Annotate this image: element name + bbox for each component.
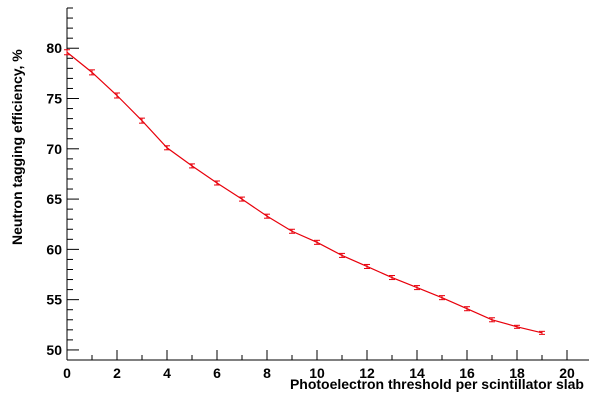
- x-axis-label: Photoelectron threshold per scintillator…: [290, 376, 584, 392]
- data-point: [164, 145, 170, 151]
- x-tick-label: 10: [309, 365, 325, 381]
- data-point: [339, 252, 345, 258]
- y-tick-label: 50: [46, 342, 62, 358]
- data-point: [214, 180, 220, 186]
- y-tick-label: 80: [46, 40, 62, 56]
- series-line: [66, 51, 543, 334]
- axes: 0 2 4 6 8 10 12 14 16 18 20 50 55 60 65 70 75 80: [46, 7, 589, 381]
- data-point: [114, 92, 120, 99]
- x-tick-label: 6: [213, 365, 221, 381]
- x-tick-label: 14: [409, 365, 425, 381]
- y-tick-label: 60: [46, 241, 62, 257]
- data-point: [464, 306, 470, 312]
- x-tick-label: 20: [559, 365, 575, 381]
- data-point: [289, 228, 295, 234]
- data-point: [489, 317, 495, 323]
- data-point: [264, 213, 270, 219]
- data-point: [414, 285, 420, 291]
- y-tick-label: 75: [46, 91, 62, 107]
- data-point: [89, 69, 95, 76]
- y-tick-label: 70: [46, 141, 62, 157]
- data-point: [239, 196, 245, 202]
- x-tick-label: 2: [113, 365, 121, 381]
- x-tick-label: 18: [509, 365, 525, 381]
- data-point: [189, 163, 195, 169]
- x-tick-label: 12: [359, 365, 375, 381]
- x-tick-label: 0: [63, 365, 71, 381]
- x-tick-label: 8: [263, 365, 271, 381]
- y-axis-label: Neutron tagging efficiency, %: [9, 49, 25, 245]
- data-point: [439, 295, 445, 301]
- y-tick-label: 65: [46, 191, 62, 207]
- data-point: [514, 324, 520, 329]
- data-point: [364, 263, 370, 269]
- data-point: [64, 49, 70, 56]
- data-point: [389, 275, 395, 281]
- x-tick-label: 4: [163, 365, 171, 381]
- plot-area: [64, 49, 545, 335]
- data-point: [539, 330, 545, 335]
- data-point: [139, 117, 145, 124]
- x-tick-label: 16: [459, 365, 475, 381]
- y-tick-label: 55: [46, 292, 62, 308]
- data-point: [314, 239, 320, 245]
